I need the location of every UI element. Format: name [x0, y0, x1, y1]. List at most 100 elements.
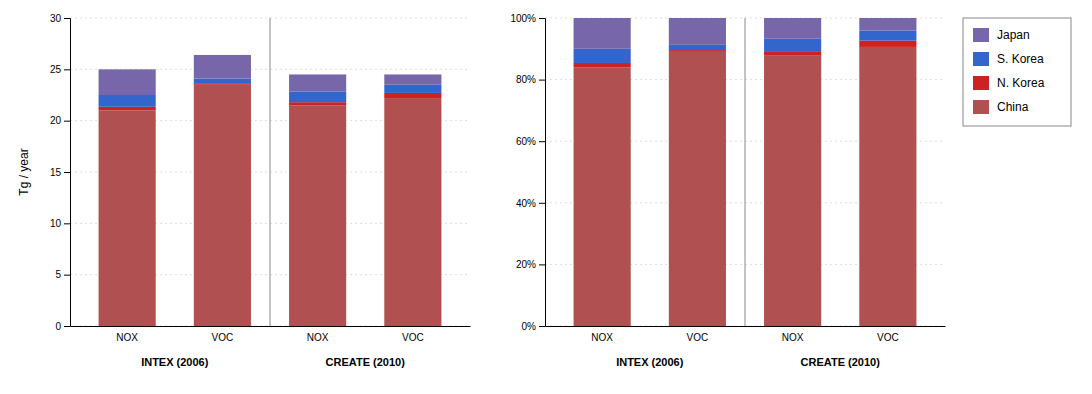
- tick-mark: [539, 18, 545, 19]
- tick-mark: [539, 80, 545, 81]
- bar: [574, 18, 631, 49]
- bar: [99, 69, 156, 95]
- group-label: CREATE (2010): [801, 356, 881, 368]
- tick: NOX: [591, 326, 613, 343]
- bar: [194, 85, 251, 326]
- bar: [289, 105, 346, 326]
- bar: [194, 79, 251, 84]
- bar: [764, 52, 821, 56]
- bar: [574, 49, 631, 63]
- bar: [289, 102, 346, 105]
- legend: Japan S. Korea N. Korea China: [963, 18, 1071, 126]
- tick-label: 30: [50, 13, 62, 24]
- axis-line: [546, 326, 946, 327]
- axis-title: Tg / year: [17, 148, 31, 195]
- tick-mark: [64, 326, 70, 327]
- bar: [384, 93, 441, 98]
- tick: NOX: [307, 326, 329, 343]
- legend-label: S. Korea: [997, 52, 1044, 66]
- bar: [764, 18, 821, 39]
- x-axis: NOX VOC NOX VOC: [71, 326, 471, 343]
- legend-item: S. Korea: [973, 52, 1044, 66]
- tick: 80%: [516, 74, 545, 85]
- tick: 30: [50, 13, 70, 24]
- bar: [669, 52, 726, 326]
- bar: [859, 47, 916, 326]
- tick-mark: [539, 264, 545, 265]
- tick: 25: [50, 64, 70, 75]
- bar: [99, 107, 156, 111]
- tick-label: 60%: [516, 136, 536, 147]
- tick-label: NOX: [116, 332, 138, 343]
- legend-item: N. Korea: [973, 76, 1045, 90]
- bar: [384, 85, 441, 93]
- tick: 0%: [522, 321, 545, 332]
- axis-line: [64, 19, 71, 327]
- legend-item: Japan: [973, 28, 1030, 42]
- tick: VOC: [212, 326, 234, 343]
- bar: [384, 98, 441, 326]
- axis-line: [539, 19, 546, 327]
- grid: [70, 18, 470, 326]
- tick-mark: [64, 172, 70, 173]
- tick-mark: [64, 223, 70, 224]
- legend-swatch: [973, 100, 989, 114]
- tick-label: 0%: [522, 321, 537, 332]
- chart-panel: 0%20%40%60%80%100%NOXVOCNOXVOCINTEX (200…: [510, 13, 945, 368]
- tick: 20%: [516, 259, 545, 270]
- tick-label: 25: [50, 64, 62, 75]
- bar: [669, 50, 726, 52]
- tick-mark: [539, 141, 545, 142]
- legend-item: China: [973, 100, 1029, 114]
- tick-label: 20: [50, 115, 62, 126]
- chart-panel: 051015202530NOXVOCNOXVOCINTEX (2006)CREA…: [17, 13, 471, 368]
- tick-label: 80%: [516, 74, 536, 85]
- bar: [764, 56, 821, 326]
- bar: [859, 18, 916, 31]
- tick-mark: [539, 326, 545, 327]
- tick: 40%: [516, 198, 545, 209]
- bar: [574, 63, 631, 67]
- tick-label: VOC: [212, 332, 234, 343]
- legend-swatch: [973, 52, 989, 66]
- bar: [99, 110, 156, 326]
- bar: [669, 18, 726, 45]
- axis-line: [71, 326, 471, 327]
- tick-mark: [64, 275, 70, 276]
- tick: 5: [55, 269, 70, 280]
- chart-root: 051015202530NOXVOCNOXVOCINTEX (2006)CREA…: [0, 0, 1092, 394]
- legend-swatch: [973, 76, 989, 90]
- y-axis: 0% 20% 40% 60% 80% 100%: [510, 13, 545, 332]
- tick: NOX: [782, 326, 804, 343]
- bar: [289, 91, 346, 102]
- bar: [764, 39, 821, 52]
- group-separator: [270, 18, 271, 326]
- legend-label: N. Korea: [997, 76, 1045, 90]
- tick-mark: [64, 69, 70, 70]
- group-label: CREATE (2010): [326, 356, 406, 368]
- group-label: INTEX (2006): [141, 356, 209, 368]
- legend-frame: [963, 18, 1071, 126]
- bar: [289, 74, 346, 91]
- tick-mark: [64, 121, 70, 122]
- tick-label: NOX: [782, 332, 804, 343]
- bar: [859, 41, 916, 47]
- bar: [384, 74, 441, 84]
- y-axis: 051015202530: [50, 13, 71, 332]
- tick-label: NOX: [307, 332, 329, 343]
- tick-mark: [64, 18, 70, 19]
- tick-label: 40%: [516, 198, 536, 209]
- tick-label: 100%: [510, 13, 536, 24]
- grid: [545, 18, 945, 326]
- bar: [194, 83, 251, 85]
- tick-label: VOC: [687, 332, 709, 343]
- tick: 0: [55, 321, 70, 332]
- group-separator: [745, 18, 746, 326]
- tick-label: VOC: [402, 332, 424, 343]
- tick: VOC: [877, 326, 899, 343]
- bar: [99, 95, 156, 107]
- tick-label: 0: [55, 321, 61, 332]
- bar: [194, 55, 251, 79]
- bar: [669, 45, 726, 50]
- legend-label: Japan: [997, 28, 1030, 42]
